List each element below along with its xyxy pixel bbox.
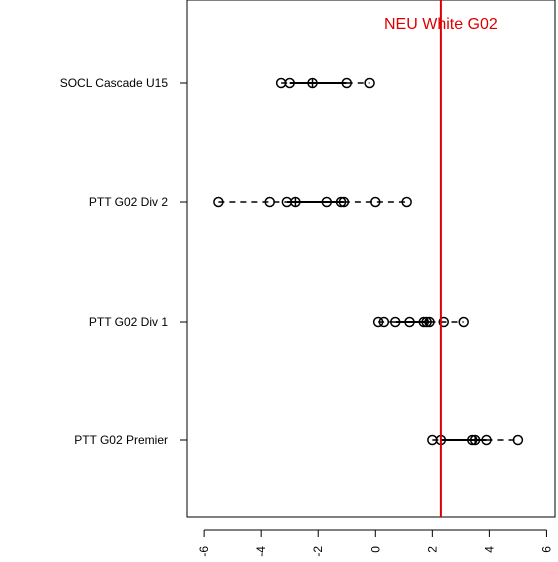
- y-tick-label: SOCL Cascade U15: [60, 76, 169, 90]
- category-group: [213, 196, 412, 208]
- data-point: [372, 316, 384, 328]
- data-point: [389, 316, 401, 328]
- y-axis: SOCL Cascade U15 PTT G02 Div 2 PTT G02 Div…: [60, 76, 187, 447]
- data-point: [401, 196, 412, 208]
- data-point: [321, 196, 333, 208]
- data-point: [264, 196, 275, 208]
- data-point: [370, 196, 381, 208]
- category-group: [427, 434, 524, 446]
- data-point: [467, 434, 478, 446]
- data-point: [424, 316, 435, 328]
- x-tick-label: 2: [425, 546, 439, 553]
- data-point: [213, 196, 224, 208]
- reference-line-label: NEU White G02: [384, 16, 498, 33]
- data-point: [364, 77, 375, 89]
- data-point: [438, 316, 449, 328]
- y-tick-label: PTT G02 Premier: [74, 433, 168, 447]
- x-tick-label: 6: [539, 546, 553, 553]
- y-tick-label: PTT G02 Div 1: [89, 315, 168, 329]
- x-tick-label: -4: [254, 546, 268, 557]
- y-tick-label: PTT G02 Div 2: [89, 195, 168, 209]
- data-point: [512, 434, 524, 446]
- chart-marks: [213, 77, 524, 446]
- data-point: [335, 196, 347, 208]
- data-point: [481, 434, 492, 446]
- category-group: [372, 316, 469, 328]
- data-point: [378, 316, 390, 328]
- data-point: [341, 77, 353, 89]
- data-point: [284, 77, 295, 89]
- category-group: [275, 77, 375, 89]
- data-point: [458, 316, 469, 328]
- plot-frame: [186, 0, 556, 518]
- x-axis: -6 -4 -2 0 2 4 6: [197, 529, 553, 557]
- x-tick-label: 4: [482, 546, 496, 553]
- data-point: [404, 316, 415, 328]
- data-point: [418, 316, 430, 328]
- x-tick-label: -6: [197, 546, 211, 557]
- data-point: [338, 196, 350, 208]
- x-tick-label: 0: [368, 546, 382, 553]
- x-tick-label: -2: [311, 546, 325, 557]
